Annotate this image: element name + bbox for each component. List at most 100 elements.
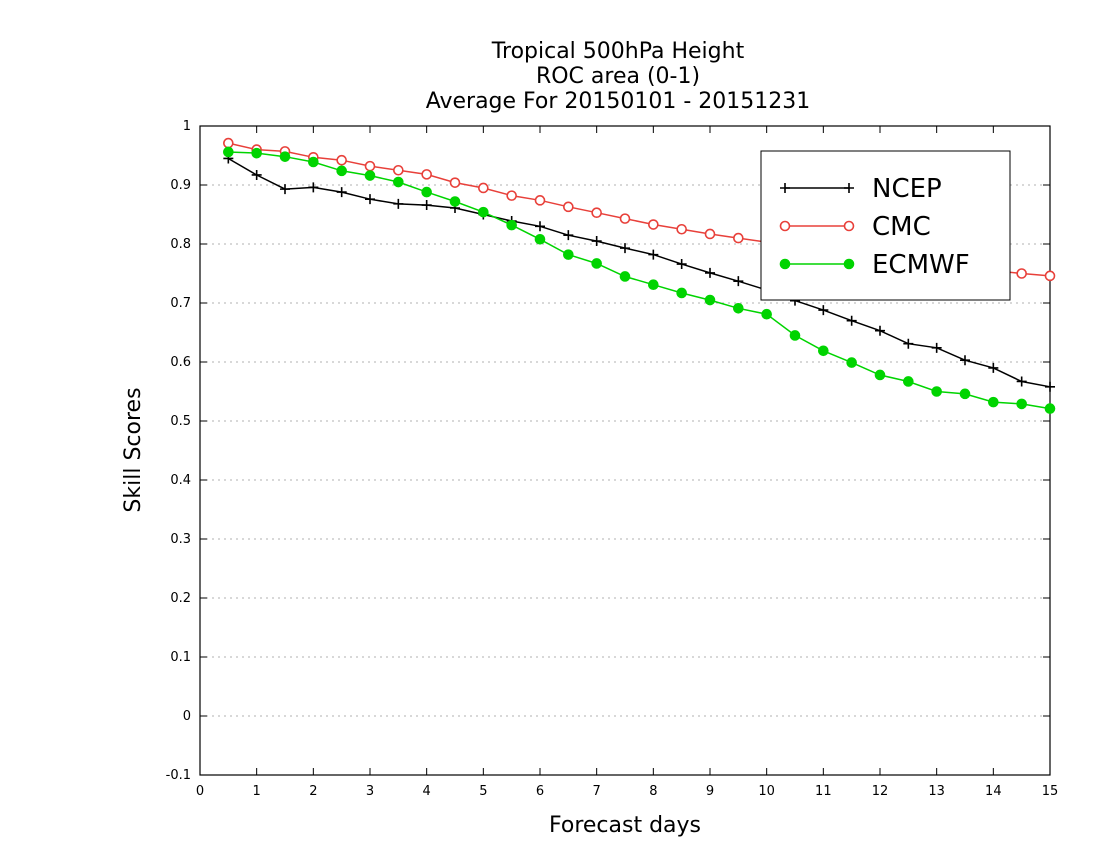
- y-tick-label: 0.1: [170, 650, 191, 665]
- x-tick-label: 0: [196, 784, 204, 799]
- title-line-3: Average For 20150101 - 20151231: [426, 89, 811, 114]
- data-point-ecmwf: [251, 147, 262, 159]
- data-point-ecmwf: [818, 345, 829, 357]
- legend-marker-ncep: [844, 183, 854, 193]
- legend-box: [760, 150, 1011, 301]
- data-point-ecmwf: [988, 396, 999, 408]
- data-point-ecmwf: [789, 330, 801, 341]
- data-point-ecmwf: [733, 303, 744, 314]
- legend-marker-cmc: [779, 220, 791, 232]
- data-point-ecmwf: [903, 376, 914, 387]
- x-tick-label: 6: [536, 784, 544, 799]
- data-point-cmc: [223, 137, 234, 149]
- x-axis-label: Forecast days: [549, 813, 701, 838]
- x-tick-label: 12: [872, 784, 889, 799]
- tick-labels: -0.100.10.20.30.40.50.60.70.80.910 1 2 3 4 5 6…: [166, 119, 1059, 799]
- data-point-cmc: [1044, 270, 1056, 282]
- legend-marker-cmc: [843, 220, 855, 232]
- y-tick-label: 0.7: [170, 296, 191, 311]
- data-point-ecmwf: [563, 249, 574, 260]
- title-line-1: Tropical 500hPa Height: [491, 39, 745, 64]
- x-tick-label: 1: [253, 784, 261, 799]
- data-point-ncep: [251, 169, 262, 180]
- plot-frame: [199, 125, 1051, 776]
- data-point-cmc: [619, 213, 631, 224]
- data-point-ecmwf: [506, 219, 517, 231]
- data-point-ncep: [620, 243, 630, 254]
- data-point-ncep: [535, 221, 545, 232]
- data-point-ncep: [393, 198, 404, 209]
- data-point-ncep: [818, 305, 829, 316]
- data-point-cmc: [563, 201, 574, 213]
- data-point-ncep: [931, 342, 942, 353]
- x-tick-label: 7: [593, 784, 601, 799]
- x-tick-label: 5: [479, 784, 487, 799]
- data-point-ncep: [336, 187, 347, 198]
- x-tick-label: 10: [758, 784, 775, 799]
- y-tick-label: 0.6: [170, 355, 191, 370]
- data-point-ncep: [733, 276, 744, 287]
- y-tick-label: 0.4: [170, 473, 191, 488]
- data-point-ecmwf: [619, 271, 631, 282]
- data-point-cmc: [534, 195, 546, 206]
- data-point-ncep: [875, 325, 885, 336]
- legend-marker-ecmwf: [843, 258, 855, 270]
- data-point-ncep: [903, 338, 914, 349]
- x-tick-label: 4: [423, 784, 431, 799]
- series-ecmwf: [223, 146, 1056, 414]
- legend-marker-ncep: [780, 183, 790, 193]
- data-point-ncep: [846, 315, 857, 326]
- data-point-cmc: [364, 160, 376, 172]
- y-tick-label: 1: [183, 119, 191, 134]
- data-point-ecmwf: [761, 308, 772, 320]
- y-tick-label: 0.5: [170, 414, 191, 429]
- data-point-ecmwf: [364, 170, 376, 181]
- data-point-ecmwf: [336, 165, 347, 177]
- data-point-cmc: [733, 232, 744, 244]
- data-point-cmc: [506, 190, 517, 201]
- data-point-cmc: [1016, 268, 1027, 279]
- data-point-ncep: [421, 200, 432, 211]
- data-point-ecmwf: [534, 233, 546, 245]
- data-point-ecmwf: [279, 151, 291, 162]
- data-point-ncep: [1045, 381, 1055, 392]
- data-point-ecmwf: [223, 146, 234, 158]
- data-point-cmc: [704, 228, 716, 240]
- legend: NCEP CMC ECMWF: [760, 150, 1011, 301]
- data-point-ncep: [705, 267, 715, 278]
- x-tick-label: 15: [1042, 784, 1059, 799]
- data-point-ecmwf: [648, 279, 659, 291]
- x-tick-label: 9: [706, 784, 714, 799]
- data-point-ncep: [280, 184, 290, 195]
- legend-label-ecmwf: ECMWF: [872, 250, 970, 280]
- data-point-ncep: [648, 249, 659, 260]
- y-tick-label: -0.1: [166, 768, 191, 783]
- x-tick-label: 3: [366, 784, 374, 799]
- data-point-cmc: [478, 182, 489, 194]
- x-tick-label: 8: [649, 784, 657, 799]
- data-point-cmc: [676, 223, 687, 235]
- y-tick-label: 0.8: [170, 237, 191, 252]
- data-point-ecmwf: [931, 386, 942, 397]
- data-point-ecmwf: [846, 357, 857, 368]
- data-point-ecmwf: [1044, 403, 1056, 414]
- data-point-ncep: [960, 355, 970, 366]
- legend-marker-ecmwf: [779, 258, 791, 270]
- axis-ticks: [199, 125, 1051, 776]
- y-tick-label: 0.3: [170, 532, 191, 547]
- title-line-2: ROC area (0-1): [536, 64, 700, 89]
- data-point-ecmwf: [393, 176, 404, 188]
- y-axis-label: Skill Scores: [121, 387, 146, 512]
- data-point-ncep: [563, 230, 574, 241]
- series-ncep: [223, 153, 1055, 392]
- data-point-ncep: [676, 259, 687, 270]
- data-point-ncep: [591, 236, 602, 247]
- data-point-ecmwf: [874, 369, 886, 381]
- y-tick-label: 0.9: [170, 178, 191, 193]
- x-tick-label: 13: [928, 784, 945, 799]
- data-point-ecmwf: [449, 196, 461, 207]
- x-tick-label: 14: [985, 784, 1002, 799]
- data-point-ecmwf: [704, 294, 716, 306]
- data-point-cmc: [449, 177, 461, 188]
- data-point-ncep: [988, 362, 999, 373]
